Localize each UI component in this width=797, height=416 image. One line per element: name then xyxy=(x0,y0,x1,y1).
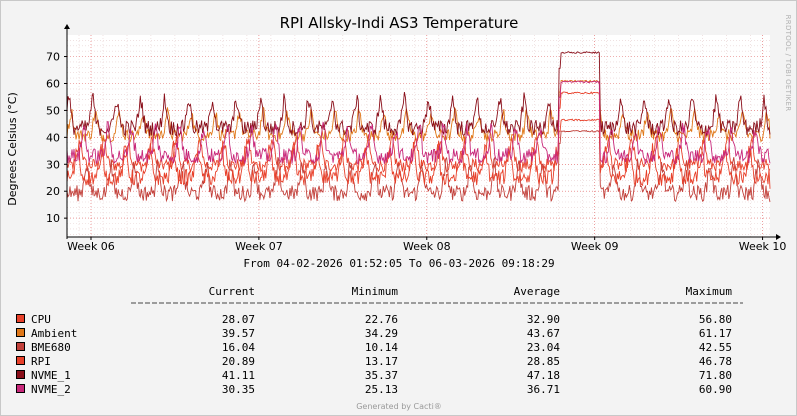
legend-value: 36.71 xyxy=(527,383,560,396)
legend-series-name: Ambient xyxy=(31,327,77,340)
y-tick-label: 50 xyxy=(46,104,60,117)
rrdtool-watermark: RRDTOOL / TOBI OETIKER xyxy=(784,15,792,112)
legend-value: 39.57 xyxy=(222,327,255,340)
legend-series-name: NVME_2 xyxy=(31,383,71,396)
y-tick-label: 10 xyxy=(46,212,60,225)
y-axis-arrow-icon xyxy=(64,24,70,29)
legend-value: 34.29 xyxy=(365,327,398,340)
legend-value: 42.55 xyxy=(699,341,732,354)
legend-header: Average xyxy=(514,285,560,298)
grid-lines xyxy=(67,35,770,237)
legend-value: 43.67 xyxy=(527,327,560,340)
series-line-rpi xyxy=(66,118,771,189)
y-axis-label: Degrees Celsius (°C) xyxy=(6,92,19,206)
legend-value: 35.37 xyxy=(365,369,398,382)
legend-swatch xyxy=(16,328,25,337)
legend-value: 30.35 xyxy=(222,383,255,396)
legend-swatch xyxy=(16,314,25,323)
legend-value: 47.18 xyxy=(527,369,560,382)
series-line-ambient xyxy=(66,79,771,143)
legend-value: 25.13 xyxy=(365,383,398,396)
legend-series-name: CPU xyxy=(31,313,51,326)
legend-value: 28.85 xyxy=(527,355,560,368)
legend-value: 22.76 xyxy=(365,313,398,326)
legend-value: 20.89 xyxy=(222,355,255,368)
time-range-text: From 04-02-2026 01:52:05 To 06-03-2026 0… xyxy=(243,257,554,270)
legend-value: 16.04 xyxy=(222,341,255,354)
y-tick-label: 20 xyxy=(46,185,60,198)
legend-series-name: NVME_1 xyxy=(31,369,71,382)
legend-value: 28.07 xyxy=(222,313,255,326)
x-axis-arrow-icon xyxy=(776,234,781,240)
x-tick-label: Week 06 xyxy=(67,240,115,253)
legend-value: 23.04 xyxy=(527,341,560,354)
legend-value: 41.11 xyxy=(222,369,255,382)
x-tick-label: Week 07 xyxy=(235,240,283,253)
series-line-nvme_2 xyxy=(66,80,771,165)
legend-swatch xyxy=(16,342,25,351)
y-tick-label: 60 xyxy=(46,78,60,91)
y-tick-label: 70 xyxy=(46,51,60,64)
legend-value: 13.17 xyxy=(365,355,398,368)
x-tick-labels: Week 06 Week 07 Week 08 Week 09 Week 10 xyxy=(67,237,786,253)
axes xyxy=(64,24,781,240)
legend-table: Current Minimum Average Maximum CPU 28.07 22.7… xyxy=(16,285,743,396)
series-lines xyxy=(66,51,771,203)
legend-header: Maximum xyxy=(686,285,733,298)
legend-series-name: RPI xyxy=(31,355,51,368)
series-line-bme680 xyxy=(66,129,771,203)
legend-value: 60.90 xyxy=(699,383,732,396)
chart-title: RPI Allsky-Indi AS3 Temperature xyxy=(280,14,519,32)
y-tick-label: 40 xyxy=(46,131,60,144)
legend-value: 10.14 xyxy=(365,341,398,354)
legend-value: 46.78 xyxy=(699,355,732,368)
legend-header: Current xyxy=(209,285,255,298)
legend-swatch xyxy=(16,384,25,393)
legend-series-name: BME680 xyxy=(31,341,71,354)
x-tick-label: Week 08 xyxy=(403,240,451,253)
legend-swatch xyxy=(16,370,25,379)
legend-value: 61.17 xyxy=(699,327,732,340)
legend-value: 32.90 xyxy=(527,313,560,326)
generated-by-credit: Generated by Cacti® xyxy=(356,402,442,411)
legend-swatch xyxy=(16,356,25,365)
legend-header: Minimum xyxy=(352,285,399,298)
y-tick-labels: 10 20 30 40 50 60 70 xyxy=(46,51,67,225)
x-tick-label: Week 10 xyxy=(739,240,787,253)
legend-value: 56.80 xyxy=(699,313,732,326)
x-tick-label: Week 09 xyxy=(571,240,619,253)
legend-value: 71.80 xyxy=(699,369,732,382)
y-tick-label: 30 xyxy=(46,158,60,171)
